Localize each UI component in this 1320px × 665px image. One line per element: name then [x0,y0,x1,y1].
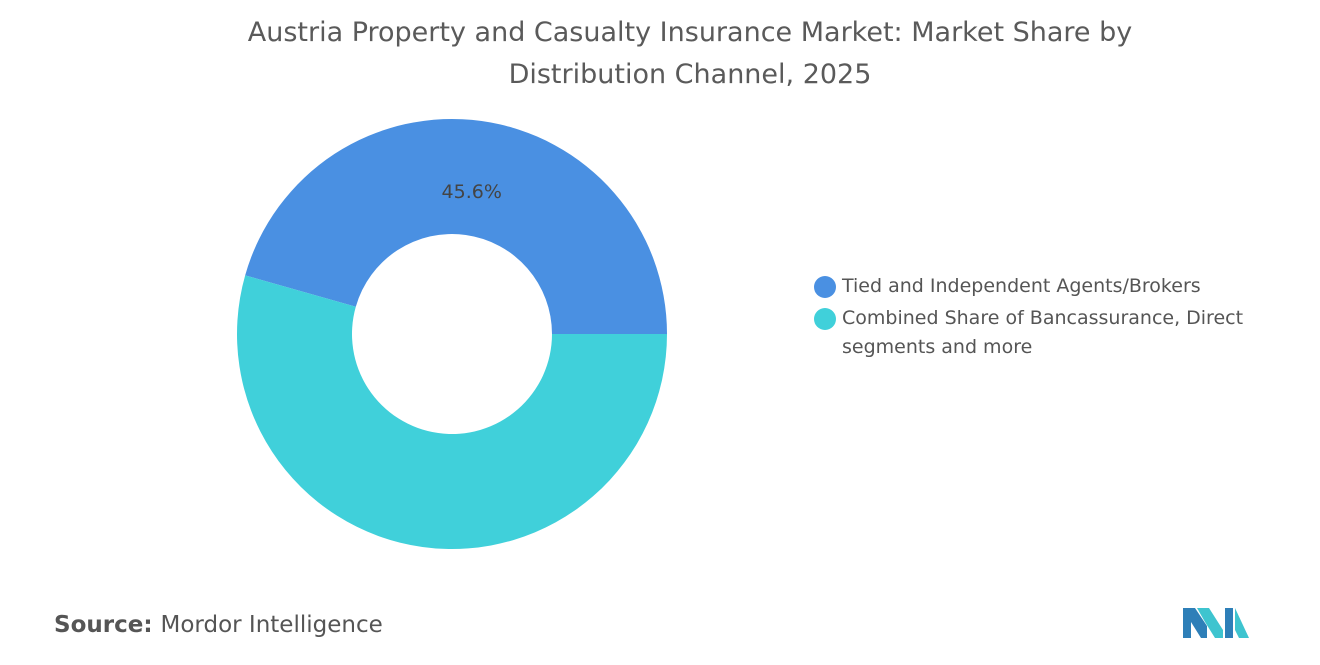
donut-slice [237,275,667,549]
legend-swatch [814,276,836,298]
logo [1183,608,1249,638]
donut-slice [245,118,667,334]
source-text: Mordor Intelligence [160,612,383,638]
legend-swatch [814,308,836,330]
legend-label: Tied and Independent Agents/Brokers [842,275,1201,297]
chart-title: Austria Property and Casualty Insurance … [247,17,1133,90]
legend-item: Combined Share of Bancassurance, Direct … [814,304,1284,362]
source-label: Source: [54,612,153,638]
legend-label: Combined Share of Bancassurance, Direct … [842,307,1244,358]
data-label: 45.6% [442,181,502,203]
source: Source: Mordor Intelligence [54,612,383,638]
legend-item: Tied and Independent Agents/Brokers [814,272,1284,301]
